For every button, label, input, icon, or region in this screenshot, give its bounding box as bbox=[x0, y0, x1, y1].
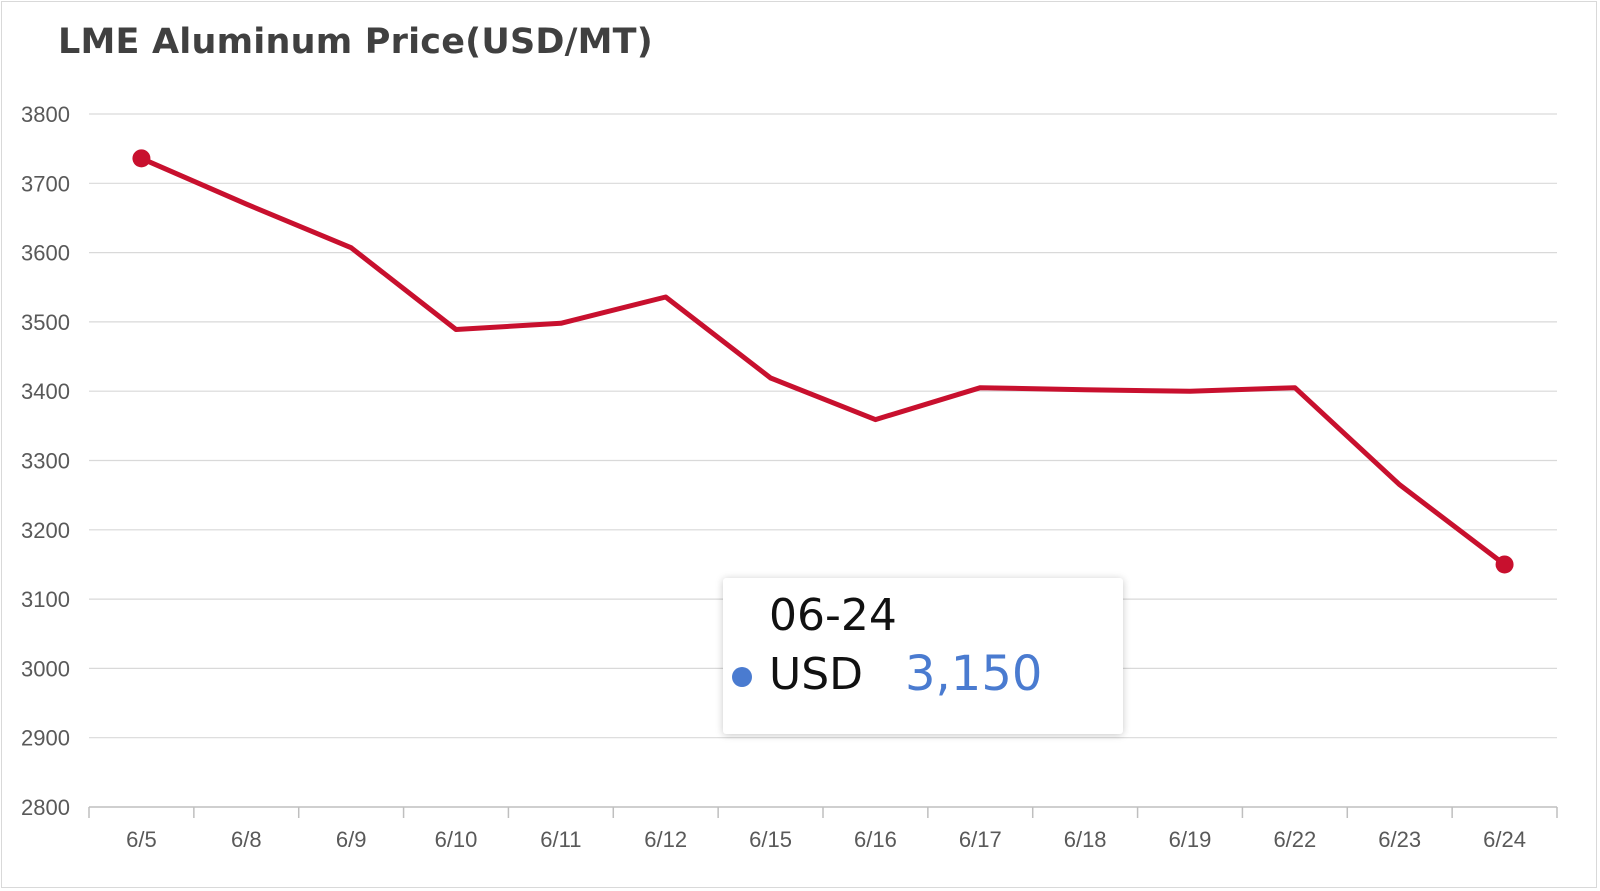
x-tick-label: 6/11 bbox=[540, 827, 581, 852]
y-tick-label: 3200 bbox=[21, 518, 70, 543]
x-tick-label: 6/24 bbox=[1483, 827, 1526, 852]
x-tick-label: 6/22 bbox=[1273, 827, 1316, 852]
y-tick-label: 3300 bbox=[21, 449, 70, 474]
tooltip-series-name: USD bbox=[769, 649, 864, 700]
x-tick-label: 6/18 bbox=[1064, 827, 1107, 852]
y-tick-label: 2900 bbox=[21, 726, 70, 751]
y-tick-label: 3600 bbox=[21, 241, 70, 266]
data-point bbox=[1495, 555, 1514, 574]
series-dot-icon bbox=[732, 667, 752, 687]
y-tick-label: 2800 bbox=[21, 795, 70, 820]
tooltip-value: 3,150 bbox=[905, 646, 1043, 702]
x-tick-label: 6/5 bbox=[126, 827, 157, 852]
series-line-usd bbox=[138, 155, 1508, 567]
y-tick-label: 3500 bbox=[21, 310, 70, 335]
data-tooltip: 06-24 USD 3,150 bbox=[723, 578, 1123, 734]
y-tick-label: 3400 bbox=[21, 379, 70, 404]
x-tick-label: 6/10 bbox=[435, 827, 478, 852]
x-tick-label: 6/8 bbox=[231, 827, 262, 852]
data-point bbox=[132, 149, 151, 168]
x-tick-label: 6/23 bbox=[1378, 827, 1421, 852]
x-tick-label: 6/12 bbox=[644, 827, 687, 852]
x-tick-label: 6/17 bbox=[959, 827, 1002, 852]
x-tick-label: 6/9 bbox=[336, 827, 367, 852]
x-tick-label: 6/15 bbox=[749, 827, 792, 852]
x-tick-label: 6/19 bbox=[1169, 827, 1212, 852]
y-tick-label: 3000 bbox=[21, 656, 70, 681]
chart-title: LME Aluminum Price(USD/MT) bbox=[58, 22, 653, 62]
x-tick-label: 6/16 bbox=[854, 827, 897, 852]
tooltip-date: 06-24 bbox=[769, 590, 897, 641]
y-tick-label: 3100 bbox=[21, 587, 70, 612]
y-tick-label: 3800 bbox=[21, 102, 70, 127]
y-tick-label: 3700 bbox=[21, 171, 70, 196]
